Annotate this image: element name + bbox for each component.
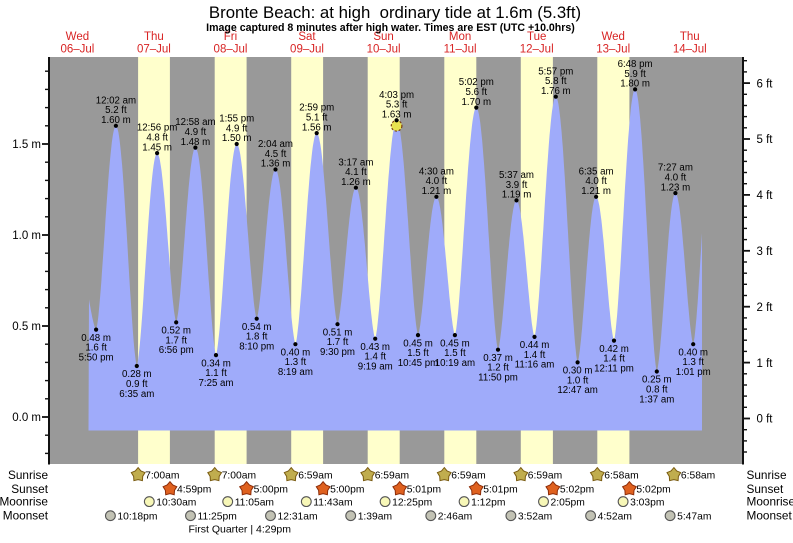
svg-text:1:39am: 1:39am: [358, 511, 392, 522]
svg-text:14–Jul: 14–Jul: [673, 43, 707, 55]
svg-text:12:11 pm: 12:11 pm: [594, 363, 634, 374]
svg-text:11–Jul: 11–Jul: [444, 43, 477, 55]
svg-text:Wed: Wed: [601, 31, 624, 43]
svg-text:6:58am: 6:58am: [681, 471, 715, 482]
svg-text:10:18pm: 10:18pm: [117, 511, 157, 522]
svg-text:13–Jul: 13–Jul: [596, 43, 630, 55]
svg-text:5 ft: 5 ft: [757, 134, 774, 146]
svg-text:1.48 m: 1.48 m: [181, 137, 211, 148]
svg-text:6:59am: 6:59am: [451, 471, 485, 482]
svg-text:5:50 pm: 5:50 pm: [79, 352, 114, 363]
svg-text:3:03pm: 3:03pm: [630, 497, 664, 508]
svg-text:5:02pm: 5:02pm: [560, 485, 594, 496]
svg-text:6:56 pm: 6:56 pm: [159, 345, 194, 356]
svg-text:12–Jul: 12–Jul: [520, 43, 554, 55]
svg-text:Moonset: Moonset: [3, 509, 49, 523]
svg-text:1.19 m: 1.19 m: [502, 190, 532, 201]
svg-text:08–Jul: 08–Jul: [214, 43, 248, 55]
svg-text:1.21 m: 1.21 m: [422, 186, 452, 197]
svg-text:1.23 m: 1.23 m: [661, 182, 691, 193]
svg-text:1.50 m: 1.50 m: [222, 133, 252, 144]
svg-text:1:12pm: 1:12pm: [471, 497, 505, 508]
svg-text:0 ft: 0 ft: [757, 414, 774, 426]
svg-text:1.80 m: 1.80 m: [620, 79, 650, 90]
svg-text:1.5 m: 1.5 m: [12, 139, 41, 151]
svg-text:8:19 am: 8:19 am: [278, 367, 313, 378]
svg-text:1.36 m: 1.36 m: [261, 159, 291, 170]
svg-text:Thu: Thu: [680, 31, 700, 43]
svg-text:Moonrise: Moonrise: [0, 495, 48, 509]
svg-text:First Quarter | 4:29pm: First Quarter | 4:29pm: [189, 524, 292, 536]
svg-text:5:02pm: 5:02pm: [636, 485, 670, 496]
svg-text:Moonrise: Moonrise: [747, 495, 793, 509]
svg-text:5:01pm: 5:01pm: [483, 485, 517, 496]
svg-text:1.45 m: 1.45 m: [142, 142, 172, 153]
svg-text:Moonset: Moonset: [747, 509, 793, 523]
svg-text:1.76 m: 1.76 m: [541, 86, 571, 97]
svg-text:11:50 pm: 11:50 pm: [478, 373, 518, 384]
svg-text:4:59pm: 4:59pm: [177, 485, 211, 496]
svg-text:6:58am: 6:58am: [604, 471, 638, 482]
svg-text:0.0 m: 0.0 m: [12, 412, 41, 424]
svg-text:1.26 m: 1.26 m: [341, 177, 371, 188]
svg-text:2:46am: 2:46am: [438, 511, 472, 522]
svg-text:0.5 m: 0.5 m: [12, 321, 41, 333]
svg-text:1.56 m: 1.56 m: [302, 122, 332, 133]
svg-text:07–Jul: 07–Jul: [137, 43, 171, 55]
svg-text:6:35 am: 6:35 am: [119, 389, 154, 400]
svg-text:6:59am: 6:59am: [528, 471, 562, 482]
svg-text:2:05pm: 2:05pm: [551, 497, 585, 508]
svg-text:Sunrise: Sunrise: [747, 468, 787, 482]
svg-text:9:19 am: 9:19 am: [358, 362, 393, 373]
svg-text:7:00am: 7:00am: [222, 471, 256, 482]
svg-text:09–Jul: 09–Jul: [290, 43, 324, 55]
svg-text:11:16 am: 11:16 am: [515, 360, 555, 371]
svg-text:Thu: Thu: [144, 31, 164, 43]
svg-text:1:01 pm: 1:01 pm: [676, 367, 711, 378]
svg-text:2 ft: 2 ft: [757, 302, 774, 314]
svg-text:11:05am: 11:05am: [235, 497, 274, 508]
svg-text:10:45 pm: 10:45 pm: [398, 358, 438, 369]
svg-text:10:19 am: 10:19 am: [435, 358, 475, 369]
svg-text:6 ft: 6 ft: [757, 78, 774, 90]
svg-text:1 ft: 1 ft: [757, 358, 774, 370]
svg-text:1.21 m: 1.21 m: [581, 186, 611, 197]
svg-text:10:30am: 10:30am: [156, 497, 196, 508]
svg-text:10–Jul: 10–Jul: [367, 43, 401, 55]
svg-text:1.70 m: 1.70 m: [461, 97, 491, 108]
svg-text:Sunrise: Sunrise: [8, 468, 48, 482]
svg-text:7:00am: 7:00am: [145, 471, 179, 482]
svg-text:12:31am: 12:31am: [278, 511, 318, 522]
svg-text:12:25pm: 12:25pm: [392, 497, 432, 508]
svg-text:Image captured 8 minutes after: Image captured 8 minutes after high wate…: [206, 22, 575, 34]
svg-text:5:00pm: 5:00pm: [330, 485, 364, 496]
svg-text:6:59am: 6:59am: [298, 471, 332, 482]
svg-text:9:30 pm: 9:30 pm: [320, 347, 355, 358]
svg-text:11:25pm: 11:25pm: [198, 511, 237, 522]
svg-text:5:00pm: 5:00pm: [254, 485, 288, 496]
svg-text:8:10 pm: 8:10 pm: [239, 342, 274, 353]
svg-text:4:52am: 4:52am: [598, 511, 632, 522]
svg-text:Wed: Wed: [66, 31, 89, 43]
svg-text:6:59am: 6:59am: [375, 471, 409, 482]
svg-text:1.0 m: 1.0 m: [12, 230, 41, 242]
svg-text:7:25 am: 7:25 am: [198, 378, 233, 389]
svg-text:5:01pm: 5:01pm: [407, 485, 441, 496]
svg-text:1:37 am: 1:37 am: [639, 394, 674, 405]
svg-text:06–Jul: 06–Jul: [60, 43, 94, 55]
svg-text:4 ft: 4 ft: [757, 190, 774, 202]
svg-text:12:47 am: 12:47 am: [557, 385, 597, 396]
svg-text:1.60 m: 1.60 m: [101, 115, 131, 126]
svg-text:3:52am: 3:52am: [518, 511, 552, 522]
svg-text:Bronte Beach: at high ordinar: Bronte Beach: at high ordinary tide at 1…: [209, 3, 581, 22]
svg-text:11:43am: 11:43am: [313, 497, 352, 508]
svg-text:3 ft: 3 ft: [757, 246, 774, 258]
svg-text:5:47am: 5:47am: [677, 511, 711, 522]
